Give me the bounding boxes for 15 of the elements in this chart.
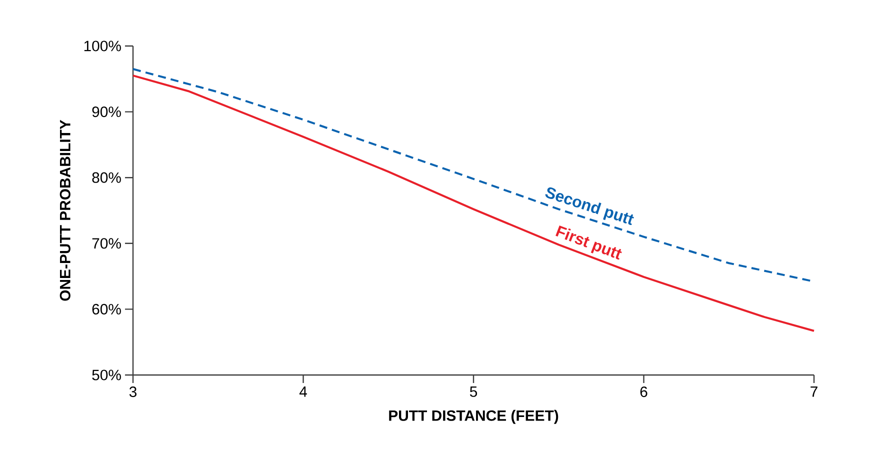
y-tick-label: 90%	[92, 106, 121, 118]
y-tick-label: 100%	[84, 40, 121, 52]
x-tick-label: 7	[810, 386, 818, 397]
text: First putt	[556, 225, 622, 260]
y-tick-label: 60%	[92, 304, 121, 314]
x-tick-label: 4	[299, 386, 307, 397]
x-tick-label: 6	[640, 386, 648, 398]
x-tick-label: 3	[129, 386, 137, 398]
y-axis-title: ONE-PUTT PROBABILITY	[60, 120, 70, 301]
x-tick-label: 5	[470, 386, 478, 397]
line-series	[132, 74, 816, 332]
x-axis-title: PUTT DISTANCE (FEET)	[389, 410, 558, 424]
y-tick-label: 50%	[92, 370, 121, 380]
y-tick-label: 70%	[92, 238, 121, 249]
y-tick-label: 80%	[92, 172, 121, 183]
